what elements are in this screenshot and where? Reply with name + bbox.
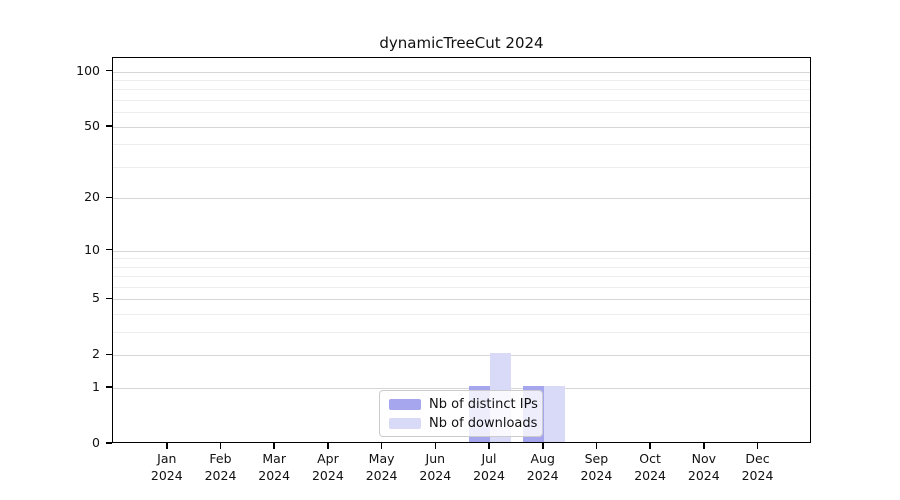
x-tick-year: 2024 — [473, 467, 505, 483]
x-tick-aug — [542, 443, 544, 449]
x-tick-month: Aug — [530, 451, 555, 466]
gridline-y-100 — [113, 71, 810, 73]
x-tick-apr — [327, 443, 329, 449]
gridline-y-90 — [113, 80, 810, 81]
y-tick-20 — [106, 196, 112, 199]
x-tick-month: Jan — [157, 451, 177, 466]
x-tick-year: 2024 — [634, 467, 666, 483]
gridline-y-7 — [113, 276, 810, 278]
legend-item-downloads: Nb of downloads — [389, 416, 542, 431]
y-tick-label-5: 5 — [92, 290, 100, 306]
chart-title: dynamicTreeCut 2024 — [379, 34, 544, 52]
x-tick-month: Apr — [317, 451, 339, 466]
x-tick-label-feb: Feb 2024 — [193, 451, 249, 484]
x-tick-month: Sep — [584, 451, 609, 466]
gridline-y-30 — [113, 166, 810, 168]
legend-label-distinct-ips: Nb of distinct IPs — [429, 396, 538, 412]
y-tick-label-100: 100 — [76, 62, 100, 78]
gridline-y-2 — [113, 355, 810, 357]
y-tick-0 — [106, 442, 112, 444]
x-tick-month: Feb — [209, 451, 232, 466]
x-tick-label-apr: Apr 2024 — [300, 451, 356, 484]
x-tick-month: Mar — [262, 451, 286, 466]
gridline-y-4 — [113, 314, 810, 316]
x-tick-jan — [166, 443, 168, 449]
x-tick-jun — [434, 443, 437, 449]
x-tick-label-may: May 2024 — [354, 451, 410, 484]
x-tick-jul — [488, 443, 490, 449]
x-tick-label-jun: Jun 2024 — [407, 451, 463, 484]
x-tick-label-oct: Oct 2024 — [622, 451, 678, 484]
gridline-y-8 — [113, 266, 810, 268]
x-tick-year: 2024 — [526, 467, 559, 483]
legend-swatch-distinct-ips — [389, 398, 421, 410]
x-tick-feb — [219, 443, 222, 449]
y-tick-100 — [106, 69, 112, 72]
x-tick-label-nov: Nov 2024 — [676, 451, 732, 484]
y-tick-10 — [106, 248, 112, 251]
x-tick-month: Dec — [745, 451, 770, 466]
y-tick-label-20: 20 — [84, 189, 100, 205]
gridline-y-50 — [113, 126, 810, 128]
x-tick-dec — [756, 443, 759, 449]
legend-swatch-downloads — [389, 417, 421, 429]
gridline-y-9 — [113, 258, 810, 260]
gridline-y-5 — [113, 299, 810, 301]
y-tick-1 — [106, 386, 112, 388]
x-tick-year: 2024 — [204, 467, 237, 483]
x-tick-label-jan: Jan 2024 — [139, 451, 195, 484]
gridline-y-40 — [113, 144, 810, 146]
x-tick-label-dec: Dec 2024 — [730, 451, 786, 484]
gridline-y-3 — [113, 332, 810, 334]
x-tick-oct — [649, 443, 651, 449]
gridline-y-6 — [113, 287, 810, 288]
y-tick-2 — [106, 353, 112, 356]
x-tick-sep — [595, 443, 598, 449]
gridline-y-60 — [113, 112, 810, 114]
x-tick-month: Jul — [481, 451, 497, 466]
legend-item-distinct-ips: Nb of distinct IPs — [389, 397, 542, 412]
y-tick-label-2: 2 — [92, 346, 100, 362]
gridline-y-70 — [113, 100, 810, 101]
x-tick-label-aug: Aug 2024 — [515, 451, 571, 484]
x-tick-year: 2024 — [580, 467, 613, 483]
x-tick-year: 2024 — [365, 467, 398, 483]
bar-downloads-aug — [543, 386, 565, 442]
y-tick-label-10: 10 — [84, 241, 100, 257]
gridline-y-10 — [113, 250, 810, 252]
gridline-y-20 — [113, 198, 810, 200]
gridline-y-80 — [113, 89, 810, 91]
y-tick-label-50: 50 — [84, 117, 100, 133]
x-tick-month: Oct — [639, 451, 661, 466]
x-tick-month: Nov — [691, 451, 716, 466]
x-tick-may — [380, 443, 383, 449]
x-tick-year: 2024 — [258, 467, 291, 483]
y-tick-label-1: 1 — [92, 379, 100, 395]
x-tick-year: 2024 — [311, 467, 344, 483]
legend: Nb of distinct IPs Nb of downloads — [379, 390, 543, 437]
x-tick-year: 2024 — [150, 467, 183, 483]
x-tick-year: 2024 — [741, 467, 774, 483]
legend-label-downloads: Nb of downloads — [429, 415, 538, 431]
y-tick-label-0: 0 — [92, 435, 100, 450]
x-tick-label-jul: Jul 2024 — [461, 451, 517, 484]
gridline-y-1 — [113, 388, 810, 390]
x-tick-label-mar: Mar 2024 — [246, 451, 302, 484]
x-tick-label-sep: Sep 2024 — [568, 451, 624, 484]
x-tick-month: Jun — [425, 451, 446, 466]
y-tick-5 — [106, 297, 112, 300]
x-tick-month: May — [368, 451, 395, 466]
x-tick-year: 2024 — [687, 467, 720, 483]
x-tick-mar — [273, 443, 275, 449]
x-tick-year: 2024 — [419, 467, 452, 483]
x-tick-nov — [703, 443, 705, 449]
plot-area — [112, 57, 811, 443]
y-tick-50 — [106, 125, 112, 127]
